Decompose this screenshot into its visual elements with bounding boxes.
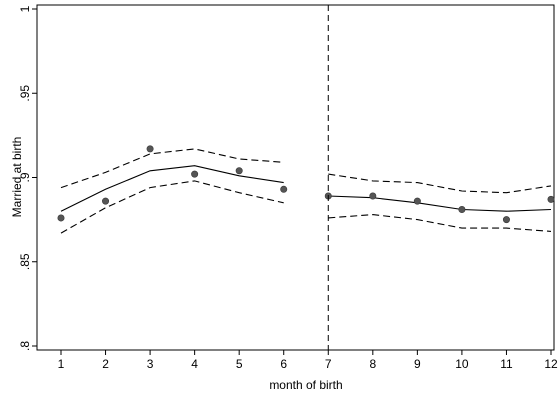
data-point — [502, 216, 510, 224]
data-point — [235, 167, 243, 175]
x-tick-label: 6 — [280, 357, 287, 371]
data-point — [191, 170, 199, 178]
x-tick-label: 1 — [58, 357, 65, 371]
x-tick-label: 8 — [369, 357, 376, 371]
fit-line-right — [328, 195, 552, 212]
x-tick-label: 9 — [414, 357, 421, 371]
ci-upper-left — [60, 148, 284, 189]
data-point — [57, 214, 65, 222]
x-tick-label: 12 — [544, 357, 558, 371]
data-point — [280, 185, 288, 193]
x-tick-label: 3 — [147, 357, 154, 371]
y-tick-label: 1 — [18, 5, 32, 12]
x-axis-label: month of birth — [269, 378, 342, 392]
data-point — [458, 206, 466, 214]
fit-line-left — [60, 165, 284, 212]
data-point — [146, 145, 154, 153]
y-axis-label: Married at birth — [10, 137, 24, 218]
y-tick-label: .9 — [18, 172, 32, 182]
x-tick-label: 11 — [500, 357, 513, 371]
y-tick-label: .8 — [18, 341, 32, 351]
x-tick-label: 10 — [455, 357, 469, 371]
x-tick-label: 5 — [236, 357, 243, 371]
ci-lower-right — [328, 214, 552, 232]
data-point — [102, 197, 110, 205]
y-tick-label: .95 — [18, 85, 32, 102]
ci-lower-left — [60, 180, 284, 234]
x-tick-label: 2 — [102, 357, 109, 371]
ci-upper-right — [328, 173, 552, 194]
x-tick-label: 4 — [191, 357, 198, 371]
x-tick-label: 7 — [325, 357, 332, 371]
data-point — [547, 195, 555, 203]
plot-frame — [36, 4, 555, 351]
data-point — [369, 192, 377, 200]
y-tick-label: .85 — [18, 253, 32, 270]
data-point — [413, 197, 421, 205]
